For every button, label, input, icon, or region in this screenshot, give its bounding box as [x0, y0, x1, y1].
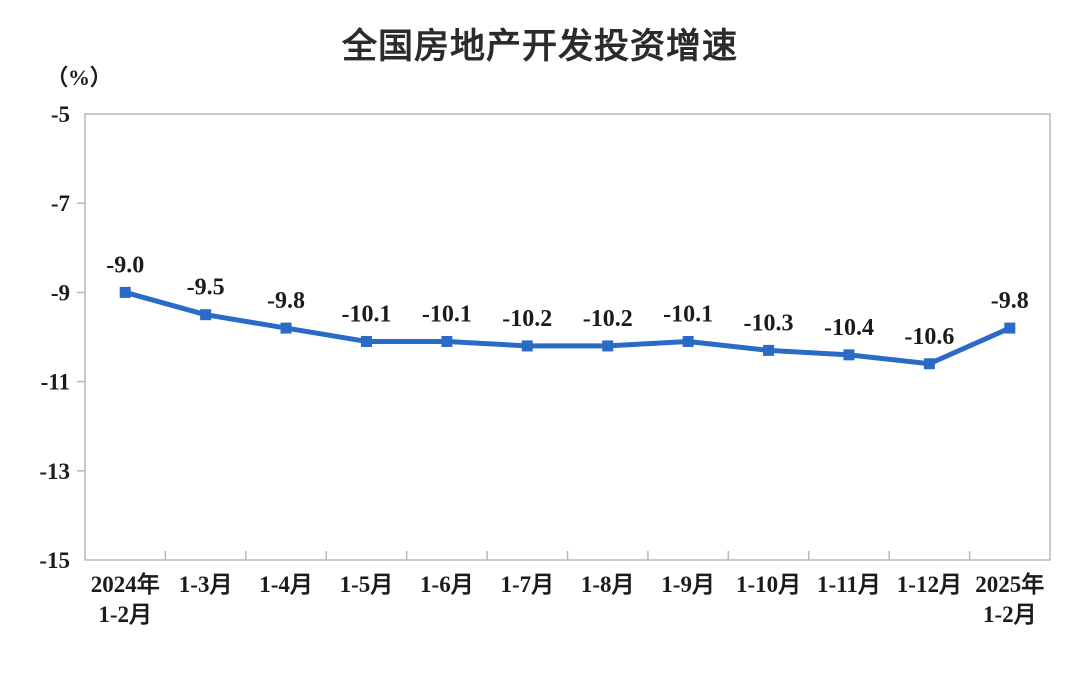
y-axis-tick-label: -9: [51, 280, 70, 305]
x-axis-category-label: 1-7月: [500, 572, 554, 597]
data-point-label: -10.6: [904, 324, 954, 350]
x-axis-category-label: 2025年: [975, 571, 1044, 597]
data-point-marker: [602, 340, 614, 352]
x-axis-category-label: 2024年: [91, 571, 160, 597]
data-point-marker: [843, 349, 855, 361]
data-point-marker: [923, 358, 935, 370]
data-point-marker: [360, 335, 372, 347]
x-axis-category-label: 1-2月: [98, 602, 152, 627]
data-point-label: -10.4: [824, 315, 874, 341]
data-point-label: -10.2: [583, 306, 633, 332]
data-point-marker: [763, 344, 775, 356]
x-axis-category-label: 1-5月: [340, 572, 394, 597]
data-point-label: -9.8: [991, 288, 1029, 314]
data-point-label: -9.8: [267, 288, 305, 314]
x-axis-category-label: 1-8月: [581, 572, 635, 597]
data-point-marker: [200, 309, 212, 321]
y-axis-tick-label: -11: [41, 370, 70, 395]
x-axis-category-label: 1-2月: [983, 602, 1037, 627]
y-axis-tick-label: -5: [51, 102, 70, 127]
data-point-marker: [682, 335, 694, 347]
data-point-label: -10.1: [663, 301, 713, 327]
x-axis-category-label: 1-10月: [736, 572, 801, 597]
data-point-label: -10.1: [341, 301, 391, 327]
data-point-marker: [441, 335, 453, 347]
y-axis-tick-label: -13: [39, 459, 70, 484]
data-point-label: -10.1: [422, 301, 472, 327]
data-point-marker: [119, 286, 131, 298]
y-axis-tick-label: -7: [51, 191, 70, 216]
x-axis-category-label: 1-12月: [897, 572, 962, 597]
y-axis-unit-label: （%）: [46, 65, 113, 90]
x-axis-category-label: 1-6月: [420, 572, 474, 597]
data-point-marker: [1004, 322, 1016, 334]
data-point-label: -9.0: [106, 252, 144, 278]
x-axis-category-label: 1-3月: [179, 572, 233, 597]
data-point-marker: [521, 340, 533, 352]
y-axis-tick-label: -15: [39, 548, 70, 573]
x-axis-category-label: 1-11月: [817, 572, 881, 597]
data-point-marker: [280, 322, 292, 334]
data-line: [122, 289, 1013, 367]
x-axis-category-label: 1-4月: [259, 572, 313, 597]
x-axis-category-label: 1-9月: [661, 572, 715, 597]
data-point-label: -10.2: [502, 306, 552, 332]
chart-title: 全国房地产开发投资增速: [341, 27, 738, 66]
data-point-label: -9.5: [187, 275, 225, 301]
data-point-label: -10.3: [744, 310, 794, 336]
